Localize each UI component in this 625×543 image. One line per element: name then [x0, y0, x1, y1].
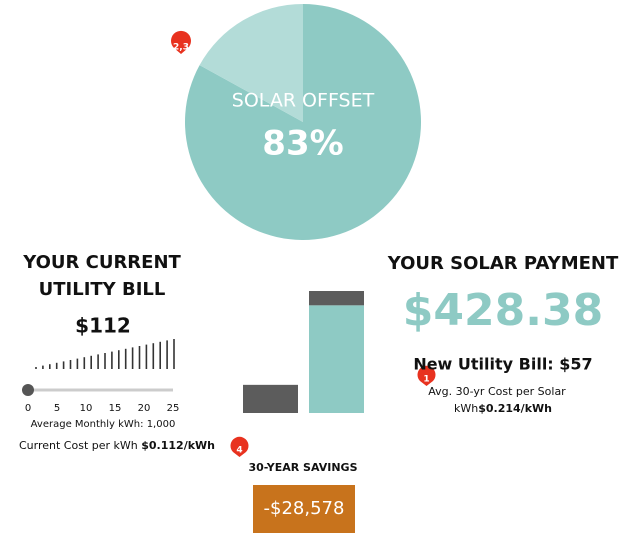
slider-tick-label: 5	[54, 403, 60, 414]
title: UTILITY BILL	[39, 279, 166, 300]
new-bill: New Utility Bill: $57	[413, 355, 592, 374]
title: YOUR CURRENT	[22, 252, 181, 273]
pie-title: SOLAR OFFSET	[232, 90, 375, 112]
solar-amount: $428.38	[403, 285, 603, 336]
usage-bars	[35, 339, 175, 369]
amount: $112	[75, 314, 131, 338]
cost-per-kwh: Current Cost per kWh $0.112/kWh	[19, 439, 215, 452]
title: YOUR SOLAR PAYMENT	[387, 253, 619, 274]
bar-segment	[309, 291, 364, 306]
badge-label: 4	[236, 446, 242, 456]
badge-label: 1	[423, 375, 429, 385]
pie-slice-rest	[199, 4, 303, 122]
label: kWh	[454, 402, 478, 415]
slider: 0 5 10 15 20 25	[22, 384, 179, 414]
savings-title: 30-YEAR SAVINGS	[248, 461, 357, 474]
slider-tick-label: 15	[109, 403, 122, 414]
avg-cost: kWh$0.214/kWh	[454, 402, 552, 415]
slider-tick-label: 10	[80, 403, 93, 414]
badge	[417, 365, 436, 386]
bar	[243, 384, 298, 413]
badge	[230, 436, 249, 457]
slider-tick-label: 20	[138, 403, 151, 414]
pie-value: 83%	[262, 124, 343, 164]
comparison-bars	[243, 291, 364, 413]
bar-segment	[309, 305, 364, 413]
value: $0.214/kWh	[478, 402, 552, 415]
avg-cost: Avg. 30-yr Cost per Solar	[428, 385, 566, 398]
label: Current Cost per kWh	[19, 439, 138, 452]
savings-amount: -$28,578	[264, 498, 345, 519]
savings-box	[253, 485, 355, 533]
badge	[171, 30, 191, 54]
value: $0.112/kWh	[141, 439, 215, 452]
monthly-kwh: Average Monthly kWh: 1,000	[31, 419, 176, 430]
slider-tick-label: 0	[25, 403, 31, 414]
badge-label: 2,3	[173, 43, 189, 53]
slider-tick-label: 25	[167, 403, 180, 414]
pie-slice	[184, 4, 421, 241]
slider-knob[interactable]	[22, 384, 34, 396]
solar-offset-pie	[184, 4, 421, 241]
